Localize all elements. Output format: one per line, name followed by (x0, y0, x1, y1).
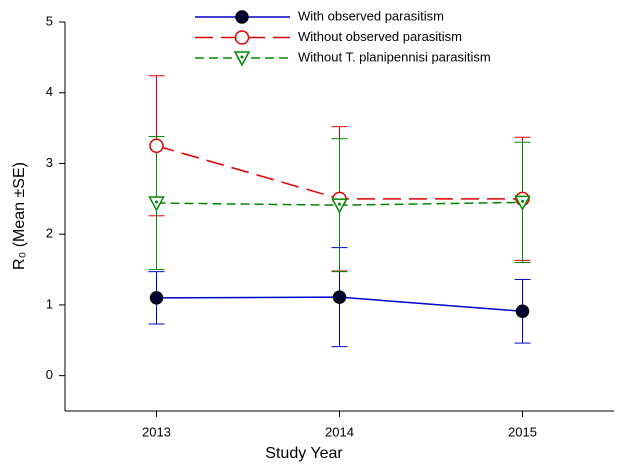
y-tick-label: 5 (46, 13, 53, 28)
y-axis-label: R₀ (Mean ±SE) (11, 162, 28, 270)
data-point (331, 198, 348, 214)
marker-dot (240, 55, 244, 59)
data-point (332, 290, 347, 304)
legend-marker (234, 30, 250, 45)
x-tick-label: 2015 (508, 424, 537, 439)
data-point (148, 196, 165, 212)
marker-dot (155, 200, 158, 204)
y-tick-label: 1 (46, 296, 53, 311)
legend-marker (235, 10, 249, 24)
x-tick-label: 2013 (142, 424, 171, 439)
x-axis-label: Study Year (265, 445, 343, 462)
y-tick-label: 2 (46, 226, 53, 241)
data-point (515, 304, 530, 319)
x-tick-label: 2014 (325, 424, 354, 439)
legend-label: Without T. planipennisi parasitism (298, 49, 491, 64)
data-point (149, 138, 164, 154)
data-point (514, 195, 531, 211)
marker-dot (338, 202, 341, 206)
y-tick-label: 0 (46, 367, 53, 382)
legend-label: With observed parasitism (298, 8, 444, 23)
y-tick-label: 3 (46, 155, 53, 170)
data-point (149, 291, 164, 305)
y-tick-label: 4 (46, 84, 53, 99)
legend-label: Without observed parasitism (298, 29, 462, 44)
marker-dot (521, 199, 524, 203)
